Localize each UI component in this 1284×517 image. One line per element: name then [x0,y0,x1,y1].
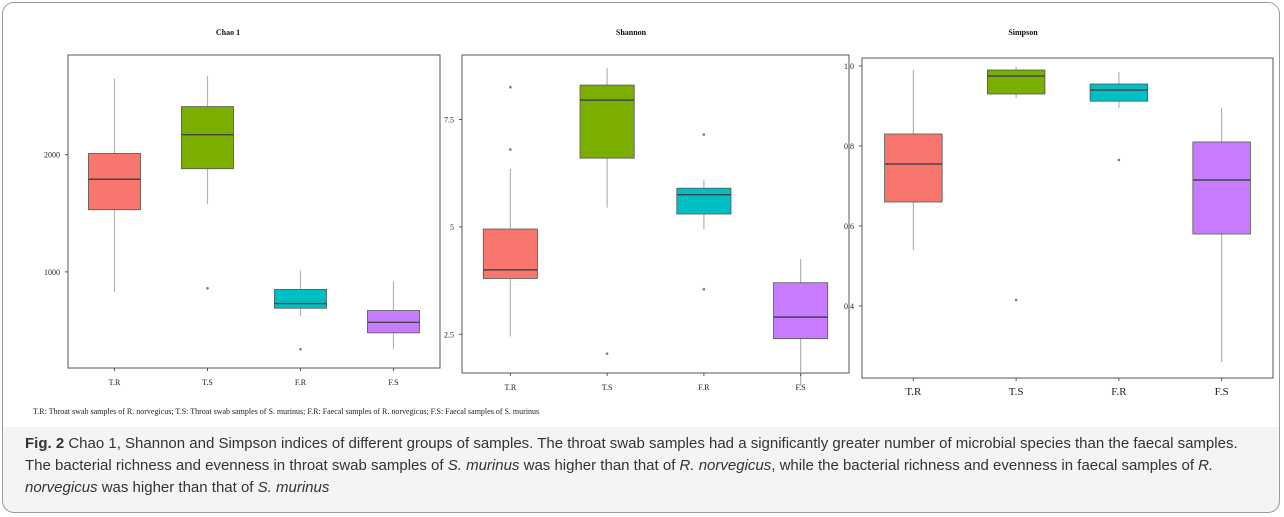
y-tick-label: 2000 [44,151,60,160]
box-t-s [579,67,635,355]
box-body [482,228,538,279]
box-body [274,289,327,309]
box-body [884,133,943,203]
box-f-r [274,270,327,351]
box-body [773,282,829,340]
plot-frame [461,54,850,374]
outlier-point [299,347,302,351]
outlier-point [206,286,209,290]
x-tick-label: F.R [698,383,710,392]
x-tick-label: T.S [1009,386,1024,398]
x-tick-label: F.R [1111,386,1127,398]
x-tick-label: T.S [202,378,213,387]
box-f-r [1089,72,1149,162]
box-body [1089,83,1149,102]
box-body [88,153,141,211]
box-f-r [676,133,732,291]
box-t-s [986,66,1046,302]
caption-species-3: R. norvegicus [25,457,1214,496]
outlier-point [702,287,706,291]
caption-text-3: , while the bacterial richness and evenn… [771,457,1199,474]
x-tick-label: T.R [505,383,517,392]
outlier-point [509,85,512,89]
panel-shannon: Shannon 2.5 5 7.5 T.R T.S F.R F.S [444,28,850,392]
plot-frame [861,57,1274,379]
outlier-point [702,133,706,136]
y-tick-label: 7.5 [444,115,454,124]
y-tick-label: 0.8 [844,142,854,151]
plot-frame [67,54,441,369]
x-tick-label: T.S [602,383,613,392]
panel-title: Shannon [616,28,647,37]
caption-label: Fig. 2 [25,435,65,452]
panel-title: Simpson [1008,28,1038,37]
x-tick-label: F.S [1215,386,1229,398]
outlier-point [1117,158,1121,162]
y-tick-label: 2.5 [444,330,454,339]
box-t-r [884,70,943,250]
y-tick-label: 0.4 [844,302,854,311]
box-f-s [1192,108,1251,362]
box-body [676,187,732,215]
box-body [1192,141,1251,235]
caption-species-4: S. murinus [257,479,330,496]
x-tick-label: F.S [795,383,805,392]
box-t-s [181,76,234,290]
outlier-point [605,352,609,355]
outlier-point [1014,298,1018,302]
figure-caption: Fig. 2 Chao 1, Shannon and Simpson indic… [25,433,1265,499]
box-t-r [482,85,538,337]
caption-species-1: S. murinus [447,457,520,474]
y-tick-label: 1000 [44,268,60,277]
box-f-s [367,281,420,350]
group-legend-note: T.R: Throat swab samples of R. norvegicu… [33,407,540,416]
panel-chao-1: Chao 1 1000 2000 T.R T.S F.R F.S [44,28,441,387]
figure-area: Chao 1 1000 2000 T.R T.S F.R F.S Shannon 2.5 5 7.5… [3,3,1279,427]
caption-text-4: was higher than that of [97,479,258,496]
box-body [579,84,635,159]
x-tick-label: T.R [109,378,121,387]
box-plot-figure: Chao 1 1000 2000 T.R T.S F.R F.S Shannon 2.5 5 7.5… [44,28,1274,398]
panel-title: Chao 1 [216,28,240,37]
caption-text-1: Chao 1, Shannon and Simpson indices of d… [25,435,1238,474]
panel-simpson: Simpson 0.4 0.6 0.8 1.0 T.R T.S F.R F.S [844,28,1274,398]
x-tick-label: F.R [295,378,307,387]
caption-species-2: R. norvegicus [679,457,772,474]
x-tick-label: F.S [388,378,398,387]
box-t-r [88,78,141,292]
y-tick-label: 0.6 [844,222,854,231]
x-tick-label: T.R [905,386,922,398]
box-body [181,106,234,170]
y-tick-label: 1.0 [844,62,854,71]
box-f-s [773,259,829,386]
box-body [986,69,1046,95]
y-tick-label: 5 [450,223,454,232]
outlier-point [509,148,512,151]
caption-text-2: was higher than that of [519,457,680,474]
